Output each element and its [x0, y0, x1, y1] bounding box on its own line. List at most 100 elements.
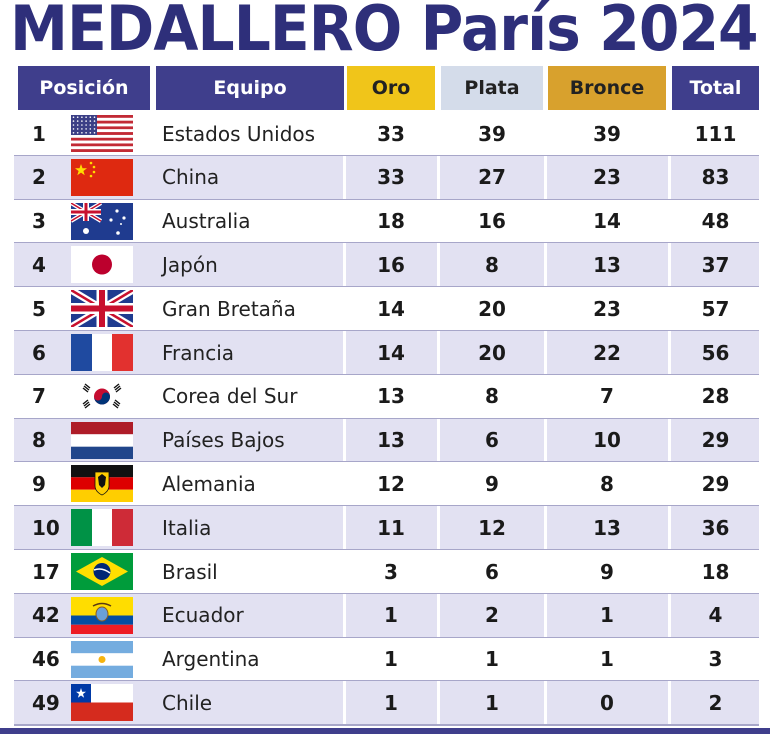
bronze-count: 13	[593, 515, 621, 540]
germany-flag-icon	[71, 465, 133, 503]
column-separator	[437, 637, 440, 681]
column-separator	[544, 550, 547, 593]
position-cell: 9	[32, 471, 46, 496]
column-separator	[668, 462, 671, 506]
total-count: 48	[701, 209, 730, 234]
gold-count: 13	[377, 384, 405, 409]
column-separator	[544, 418, 547, 462]
column-separator	[544, 681, 547, 725]
header-team: Equipo	[156, 66, 344, 110]
team-name: Chile	[162, 690, 213, 715]
column-separator	[343, 331, 346, 374]
table-row: 2 China 33 27 23 83	[14, 155, 759, 199]
column-separator	[668, 243, 671, 287]
column-separator	[343, 506, 346, 550]
gold-count: 12	[377, 471, 405, 496]
table-row: 46 Argentina 1 1 1 3	[14, 637, 759, 681]
column-separator	[668, 418, 671, 462]
total-count: 3	[708, 647, 723, 672]
total-count: 28	[701, 384, 730, 409]
column-separator	[544, 331, 547, 374]
column-separator	[343, 637, 346, 681]
south-korea-flag-icon	[71, 377, 133, 415]
bronze-count: 0	[600, 690, 614, 715]
bronze-count: 23	[593, 165, 621, 190]
column-separator	[668, 155, 671, 199]
gold-count: 16	[377, 252, 405, 277]
position-cell: 6	[32, 340, 46, 365]
bronze-count: 9	[600, 559, 614, 584]
table-row: 42 Ecuador 1 2 1 4	[14, 593, 759, 637]
bronze-count: 14	[593, 209, 621, 234]
position-cell: 49	[32, 690, 60, 715]
total-count: 111	[694, 121, 737, 146]
column-separator	[437, 418, 440, 462]
silver-count: 8	[485, 252, 499, 277]
row-divider	[14, 724, 759, 727]
gold-count: 13	[377, 428, 405, 453]
total-count: 18	[701, 559, 730, 584]
total-count: 83	[701, 165, 730, 190]
silver-count: 2	[485, 603, 499, 628]
total-count: 57	[701, 296, 730, 321]
argentina-flag-icon	[71, 640, 133, 678]
japan-flag-icon	[71, 246, 133, 284]
position-cell: 7	[32, 384, 46, 409]
header-silver: Plata	[441, 66, 543, 110]
team-name: Gran Bretaña	[162, 296, 296, 321]
position-cell: 2	[32, 165, 46, 190]
team-name: Francia	[162, 340, 235, 365]
netherlands-flag-icon	[71, 421, 133, 459]
table-row: 8 Países Bajos 13 6 10 29	[14, 418, 759, 462]
column-separator	[668, 199, 671, 243]
position-cell: 1	[32, 121, 46, 146]
column-separator	[343, 462, 346, 506]
silver-count: 16	[478, 209, 506, 234]
brazil-flag-icon	[71, 553, 133, 590]
silver-count: 6	[485, 428, 499, 453]
position-cell: 8	[32, 428, 46, 453]
total-count: 37	[701, 252, 730, 277]
column-separator	[437, 243, 440, 287]
team-name: Japón	[162, 252, 218, 277]
column-separator	[343, 418, 346, 462]
gold-count: 14	[377, 340, 405, 365]
column-separator	[343, 243, 346, 287]
position-cell: 5	[32, 296, 46, 321]
total-count: 29	[701, 471, 730, 496]
total-count: 29	[701, 428, 730, 453]
gold-count: 33	[377, 165, 405, 190]
column-separator	[437, 462, 440, 506]
column-separator	[437, 550, 440, 593]
position-cell: 46	[32, 647, 60, 672]
team-name: Estados Unidos	[162, 121, 316, 146]
header-position: Posición	[18, 66, 150, 110]
table-row: 5 Gran Bretaña 14 20 23 57	[14, 287, 759, 331]
silver-count: 20	[478, 296, 506, 321]
column-separator	[544, 637, 547, 681]
total-count: 2	[708, 690, 723, 715]
column-separator	[343, 550, 346, 593]
team-name: Australia	[162, 209, 251, 234]
column-separator	[343, 593, 346, 637]
column-separator	[437, 374, 440, 418]
column-separator	[668, 331, 671, 374]
column-separator	[544, 374, 547, 418]
table-row: 4 Japón 16 8 13 37	[14, 243, 759, 287]
column-separator	[544, 462, 547, 506]
column-separator	[544, 287, 547, 331]
france-flag-icon	[71, 334, 133, 371]
bronze-count: 39	[593, 121, 621, 146]
ecuador-flag-icon	[71, 596, 133, 634]
team-name: Corea del Sur	[162, 384, 298, 409]
gold-count: 3	[384, 559, 398, 584]
bronze-count: 1	[600, 647, 614, 672]
team-name: Argentina	[162, 647, 260, 672]
team-name: Italia	[162, 515, 212, 540]
bronze-count: 13	[593, 252, 621, 277]
total-count: 56	[701, 340, 730, 365]
column-separator	[544, 506, 547, 550]
table-row: 9 Alemania 12 9 8 29	[14, 462, 759, 506]
column-separator	[343, 155, 346, 199]
table-row: 1 Estados Unidos 33 39 39 111	[14, 112, 759, 155]
